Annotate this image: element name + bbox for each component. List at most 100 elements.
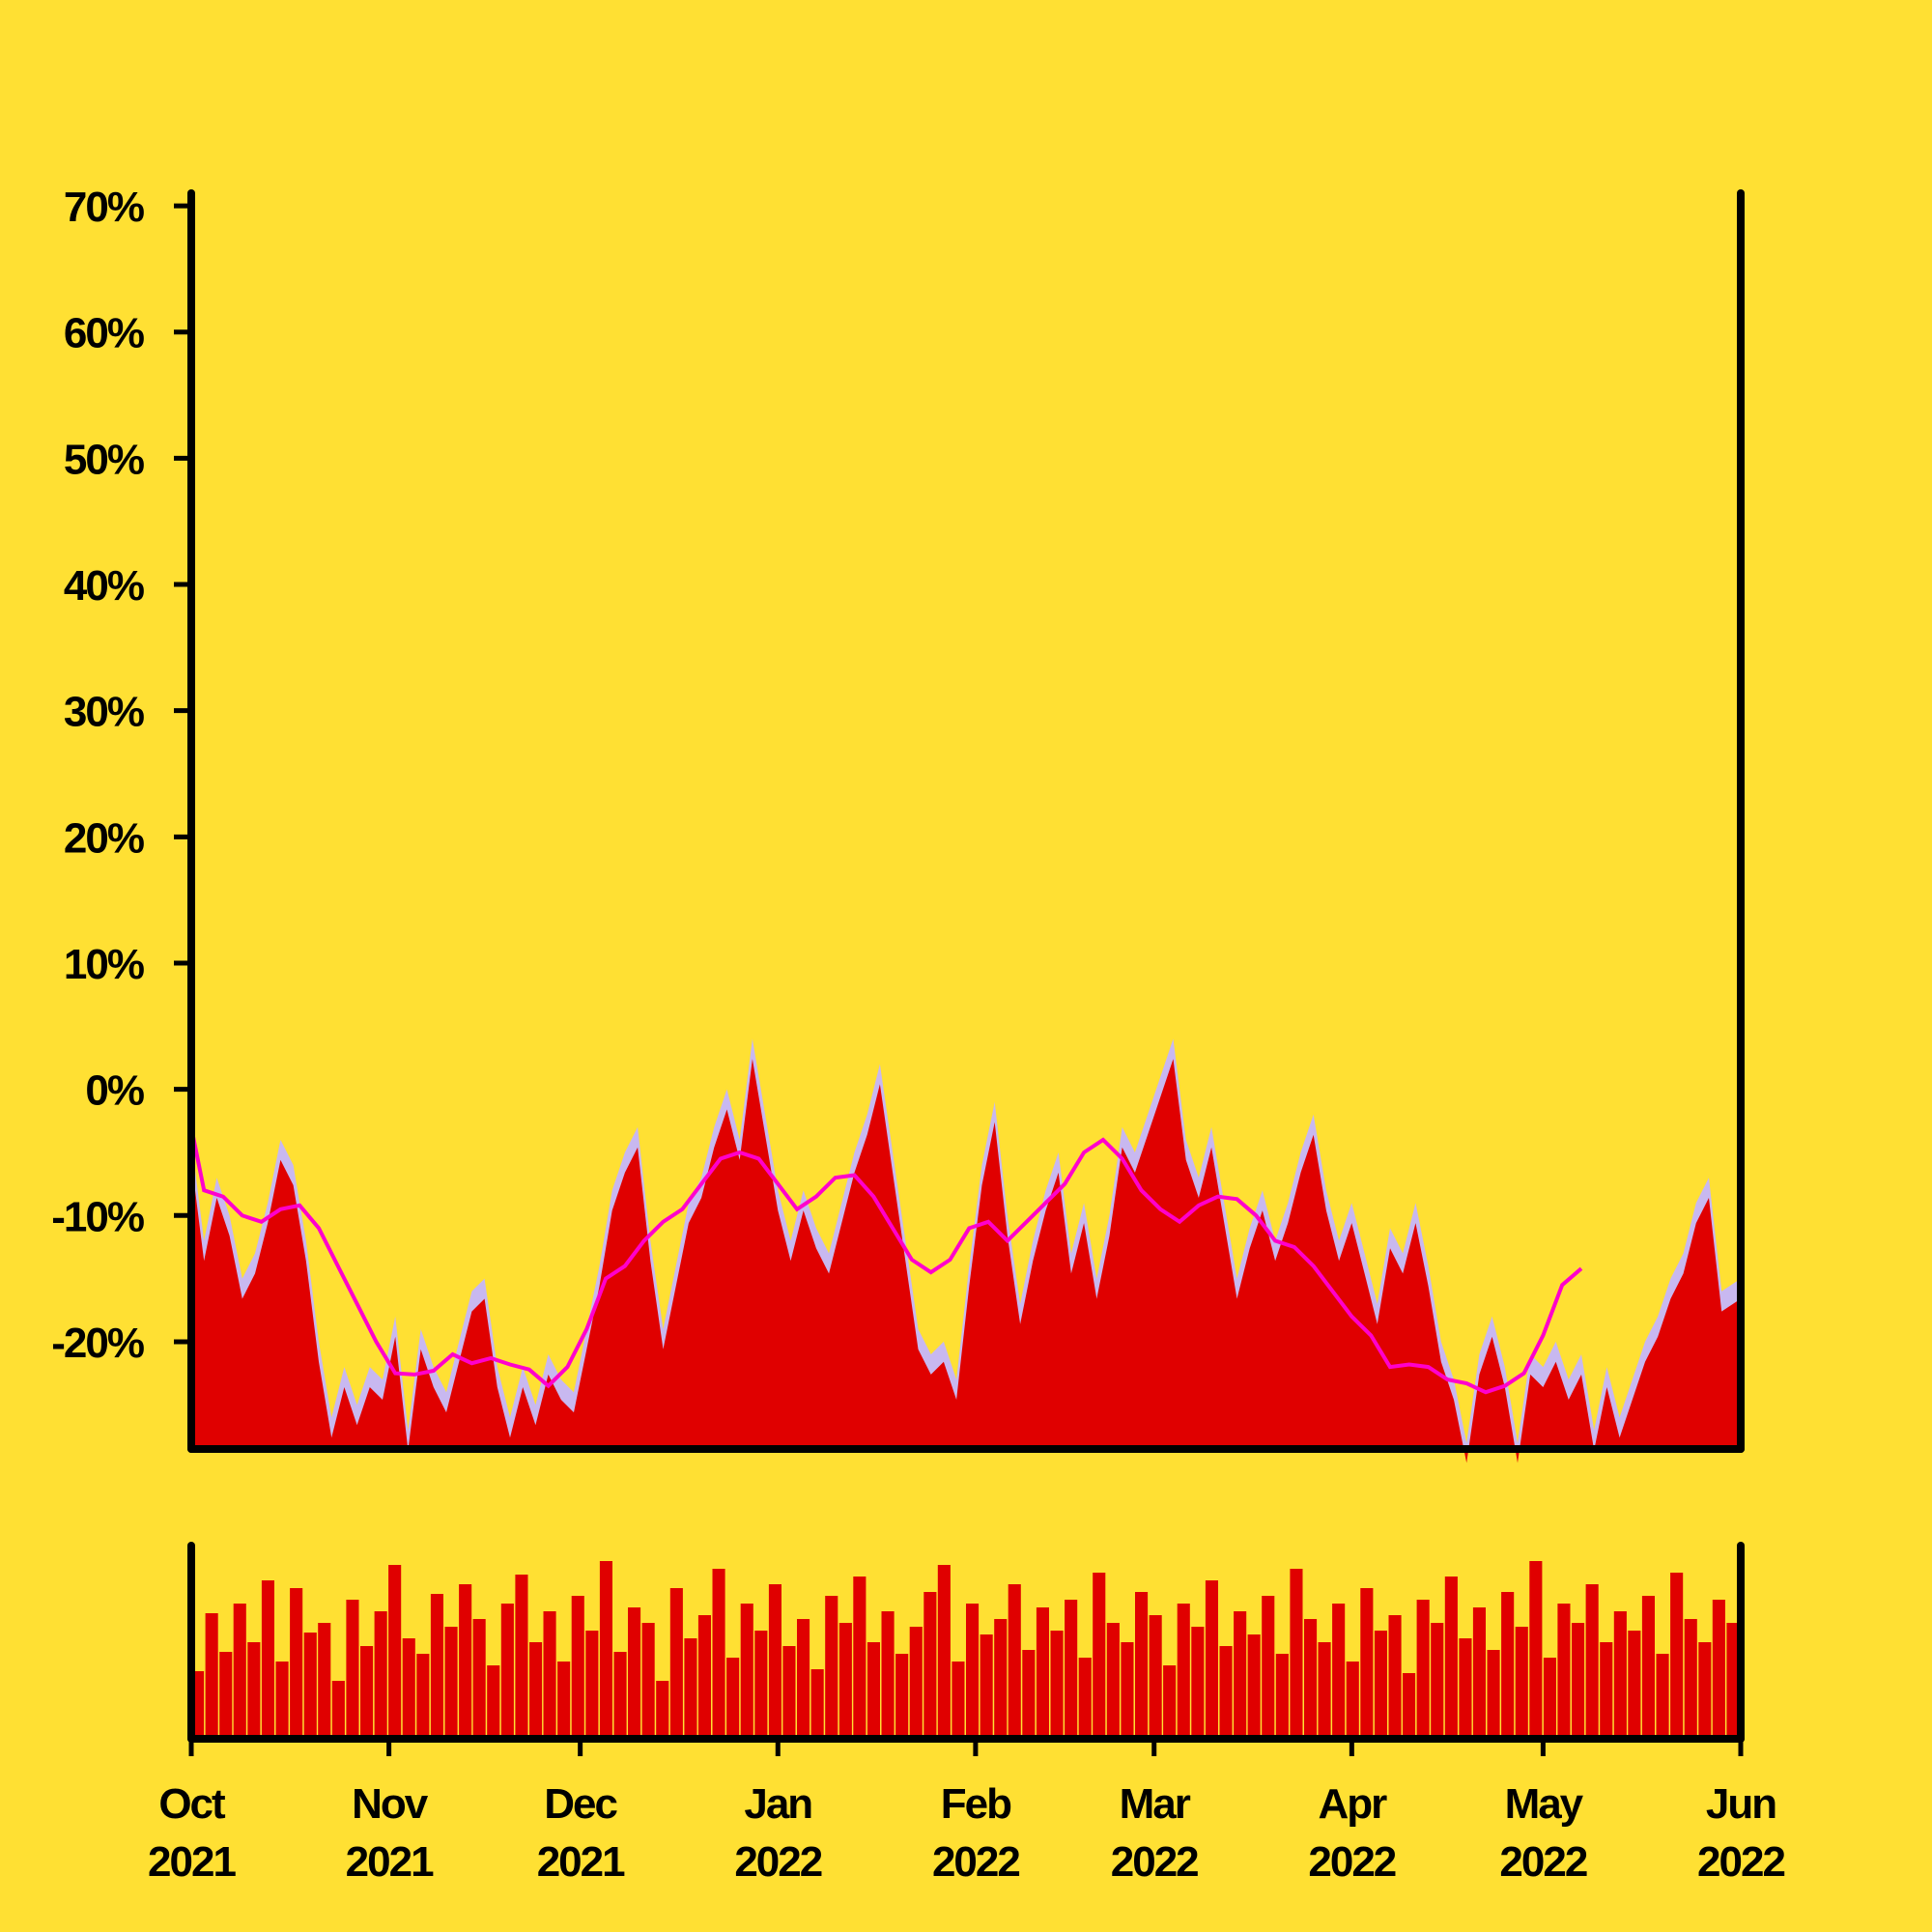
volume-bar [1093,1573,1106,1739]
volume-bar [500,1604,514,1739]
volume-bar [205,1613,218,1739]
volume-bar [233,1604,246,1739]
x-tick-year: 2022 [734,1838,821,1886]
volume-bar [1656,1654,1669,1739]
y-tick-label: 60% [64,310,144,357]
volume-bar [684,1638,697,1739]
volume-bar [867,1642,880,1739]
x-tick-year: 2022 [1111,1838,1198,1886]
x-tick-year: 2021 [537,1838,625,1886]
volume-bar [1403,1673,1416,1739]
volume-bar [1529,1561,1543,1739]
volume-bar [360,1646,374,1739]
volume-bar [697,1615,711,1739]
volume-bar [261,1580,274,1739]
volume-plot-area [191,1561,1740,1739]
y-tick-label: -10% [51,1193,144,1240]
volume-bar [712,1569,725,1739]
y-tick-label: 20% [64,814,144,862]
volume-bar [1149,1615,1162,1739]
volume-bar [1670,1573,1684,1739]
volume-bar [1065,1600,1078,1739]
x-tick-month: Nov [352,1780,429,1828]
volume-bar [1078,1658,1092,1739]
volume-bar [1135,1592,1149,1739]
main-plot-area [189,1038,1741,1463]
volume-bar [1600,1642,1613,1739]
volume-bar [1416,1600,1430,1739]
volume-bar [1163,1665,1177,1739]
volume-bar [303,1633,317,1739]
x-tick-year: 2022 [1697,1838,1784,1886]
y-tick-label: 70% [64,184,144,231]
y-tick-label: 10% [64,941,144,988]
volume-bar [543,1611,556,1739]
volume-bar [726,1658,740,1739]
x-tick-month: Jun [1706,1780,1776,1828]
volume-bar [487,1665,500,1739]
volume-bar [1515,1627,1528,1739]
volume-bar [909,1627,923,1739]
volume-bar [1304,1619,1318,1739]
volume-bar [825,1596,838,1739]
x-tick-year: 2021 [346,1838,434,1886]
volume-bar [1318,1642,1331,1739]
volume-bar [1641,1596,1655,1739]
volume-bar [1121,1642,1134,1739]
volume-bar [994,1619,1008,1739]
volume-bar [1613,1611,1627,1739]
x-tick-year: 2022 [1499,1838,1586,1886]
volume-bar [669,1588,683,1739]
volume-bar [853,1577,867,1739]
volume-bar [247,1642,261,1739]
x-tick-month: Mar [1120,1780,1191,1828]
volume-bar [1388,1615,1402,1739]
volume-bar [1431,1623,1444,1739]
x-tick-year: 2021 [148,1838,236,1886]
volume-bar [1374,1631,1387,1739]
volume-bar [388,1565,402,1739]
volume-bar [1572,1623,1585,1739]
x-tick-month: Jan [744,1780,811,1828]
x-tick-month: Apr [1318,1780,1387,1828]
volume-bar [444,1627,458,1739]
volume-bar [1543,1658,1556,1739]
volume-bar [318,1623,331,1739]
series-area [191,1059,1741,1463]
volume-bar [656,1681,669,1739]
volume-bar [1050,1631,1064,1739]
volume-bar [1444,1577,1458,1739]
volume-bar [1472,1607,1486,1739]
volume-bar [219,1652,233,1739]
volume-bar [1234,1611,1247,1739]
volume-bar [1332,1604,1346,1739]
volume-bar [290,1588,303,1739]
volume-bar [331,1681,345,1739]
y-tick-label: 40% [64,562,144,610]
x-tick-month: Dec [544,1780,617,1828]
volume-bar [571,1596,584,1739]
volume-bar [1022,1650,1036,1739]
volume-bar [402,1638,415,1739]
volume-bar [346,1600,359,1739]
volume-bar [1459,1638,1472,1739]
y-tick-label: 50% [64,436,144,483]
volume-bar [1487,1650,1500,1739]
volume-bar [1262,1596,1275,1739]
volume-bar [374,1611,387,1739]
x-tick-month: Oct [158,1780,226,1828]
volume-bar [782,1646,796,1739]
volume-bar [1191,1627,1205,1739]
moving-average-line [189,1126,1583,1395]
volume-bar [1106,1623,1120,1739]
volume-bar [923,1592,937,1739]
volume-bar [1698,1642,1712,1739]
volume-bar [613,1652,627,1739]
volume-bar [1219,1646,1233,1739]
volume-bar [740,1604,753,1739]
volume-bar [1177,1604,1190,1739]
y-tick-label: 30% [64,689,144,736]
volume-bar [838,1623,852,1739]
volume-bar [1275,1654,1289,1739]
volume-bar [937,1565,951,1739]
